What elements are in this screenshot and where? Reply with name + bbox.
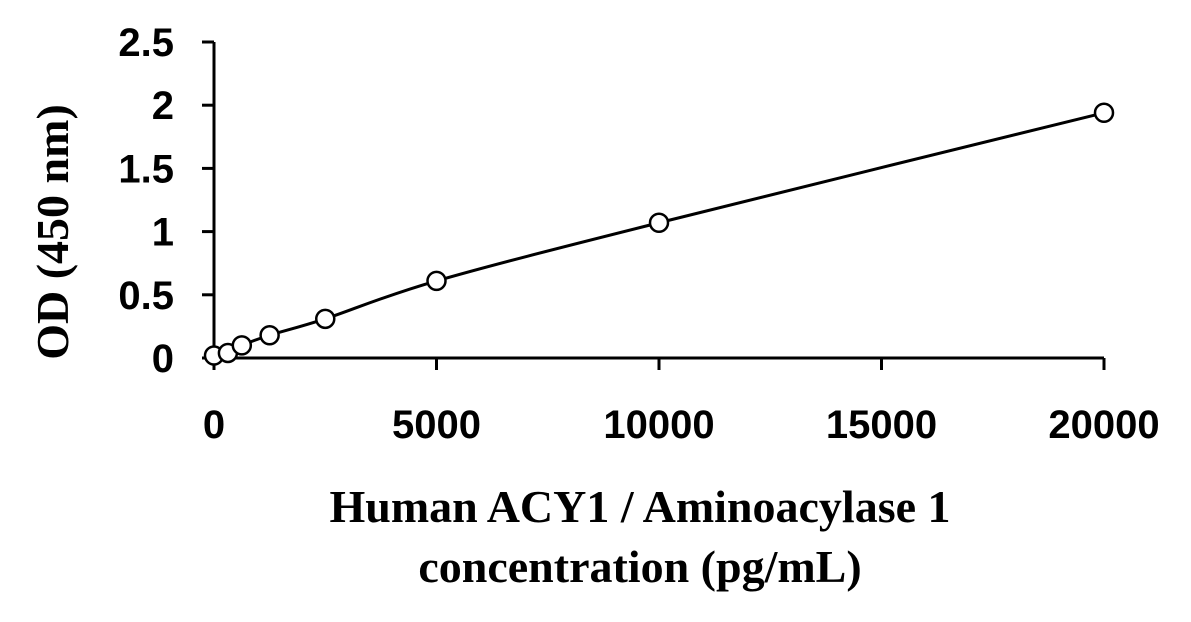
x-tick-label: 15000 xyxy=(826,403,937,447)
data-point xyxy=(231,335,253,356)
x-tick-label: 20000 xyxy=(1048,403,1159,447)
y-tick-label: 1.5 xyxy=(118,147,174,191)
data-point xyxy=(315,308,336,330)
x-tick-label: 0 xyxy=(203,403,225,447)
fit-curve xyxy=(213,111,1105,357)
y-tick-label: 1 xyxy=(152,211,174,255)
x-axis-ticks: 0 5000 10000 15000 20000 xyxy=(203,358,1160,447)
data-points xyxy=(203,102,1115,366)
data-point xyxy=(1093,102,1115,124)
y-tick-label: 2 xyxy=(152,84,174,128)
data-point xyxy=(259,324,280,346)
x-tick-label: 10000 xyxy=(603,403,714,447)
x-axis-title-line-1: Human ACY1 / Aminoacylase 1 xyxy=(329,481,950,532)
y-tick-label: 0 xyxy=(152,337,174,381)
y-tick-label: 2.5 xyxy=(118,21,174,65)
y-axis-title: OD (450 nm) xyxy=(27,104,78,360)
x-tick-label: 5000 xyxy=(392,403,481,447)
y-tick-label: 0.5 xyxy=(118,274,174,318)
data-point xyxy=(648,212,670,234)
y-axis-ticks: 0 0.5 1 1.5 2 2.5 xyxy=(118,21,214,381)
x-axis-title-line-2: concentration (pg/mL) xyxy=(418,541,861,592)
data-point xyxy=(426,270,447,292)
